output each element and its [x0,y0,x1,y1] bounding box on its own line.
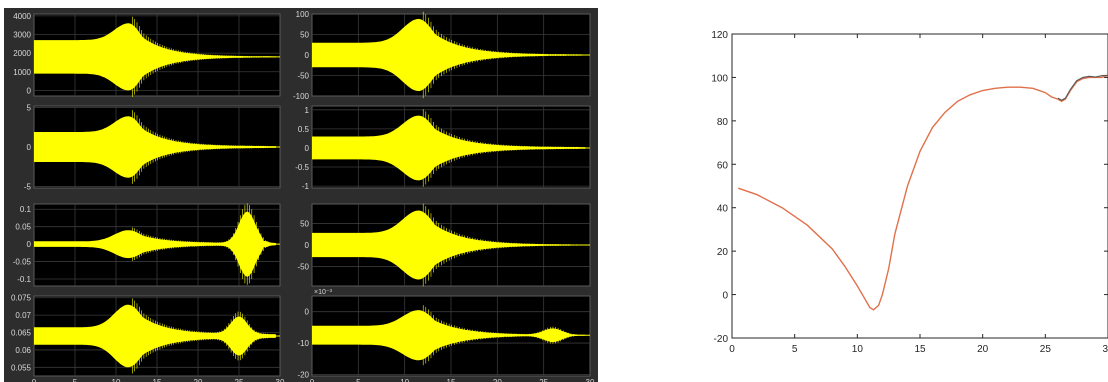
y-tick-label: 2000 [13,49,31,58]
y-tick-label: -0.1 [17,275,31,284]
y-tick-label: 100 [296,10,310,19]
x-tick-label: 10 [852,344,864,355]
scope-right-2-panel: 1 0.5 0 -0.5 -1 [295,105,591,191]
scope-right-1-waveform-envelope [312,18,586,92]
scope-right-4-panel: 0 -10 -20 ×10⁻³ 0 5 10 15 20 25 30 [297,289,595,382]
y-tick-label: -50 [297,72,309,81]
scope-figure: 4000 3000 2000 1000 0 5 0 -5 0.1 0.05 0 -0.05 -0.1 0.… [4,8,598,382]
y-tick-label: 1 [305,106,310,115]
y-tick-label: -10 [297,339,309,348]
x-tick-label: 30 [276,378,285,382]
scope-right-2-waveform-envelope [312,115,586,181]
scope-left-1-panel: 4000 3000 2000 1000 0 [13,12,281,98]
y-tick-label: 0.07 [15,311,31,320]
y-tick-label: -0.5 [295,163,309,172]
y-tick-label: 50 [300,31,309,40]
scope-left-2-panel: 5 0 -5 [24,104,281,191]
x-tick-label: 30 [586,378,595,382]
x-tick-label: 20 [977,344,989,355]
y-tick-label: 0.5 [298,125,310,134]
y-tick-label: 3000 [13,31,31,40]
y-tick-label: 0 [27,143,32,152]
y-tick-label: 50 [300,219,309,228]
scope-left-1-waveform-envelope [34,23,276,91]
exponent-label: ×10⁻³ [314,289,333,296]
y-tick-label: 0 [722,291,728,302]
scope-right-4-waveform-envelope [312,310,586,361]
x-tick-label: 20 [194,378,203,382]
y-tick-label: 0.05 [15,223,31,232]
x-tick-label: 0 [32,378,37,382]
scope-left-4-waveform-envelope [34,304,276,368]
y-tick-label: 0.06 [15,346,31,355]
scope-left-2-waveform-envelope [34,116,276,178]
y-tick-label: 0 [305,241,310,250]
y-tick-label: 5 [27,104,32,113]
y-tick-label: -20 [297,370,309,379]
x-tick-label: 10 [112,378,121,382]
x-tick-label: 10 [400,378,409,382]
x-tick-label: 30 [1102,344,1108,355]
scope-right-1-panel: 100 50 0 -50 -100 [293,10,591,101]
y-tick-label: -20 [714,334,729,345]
x-tick-label: 15 [914,344,926,355]
scope-left-3-panel: 0.1 0.05 0 -0.05 -0.1 [13,203,281,287]
y-tick-label: -0.05 [13,258,32,267]
y-tick-label: 60 [717,160,729,171]
y-tick-label: 1000 [13,68,31,77]
y-tick-label: -5 [24,182,32,191]
y-tick-label: 120 [711,30,728,41]
x-tick-label: 0 [310,378,315,382]
y-tick-label: 0.065 [11,329,32,338]
x-tick-label: 5 [792,344,798,355]
y-tick-label: -1 [302,182,310,191]
y-tick-label: 0 [27,86,32,95]
y-tick-label: 0.1 [20,205,32,214]
x-tick-label: 15 [447,378,456,382]
y-tick-label: 20 [717,247,729,258]
scope-left-3-waveform-envelope [34,211,276,277]
scope-left-4-panel: 0.075 0.07 0.065 0.06 0.055 0 5 10 15 20 25 30 [11,294,285,382]
y-tick-label: -50 [297,263,309,272]
y-tick-label: 0 [305,308,310,317]
y-tick-label: 0.075 [11,294,32,303]
y-tick-label: 40 [717,204,729,215]
x-tick-label: 0 [729,344,735,355]
y-tick-label: 0.055 [11,363,32,372]
x-tick-label: 25 [1040,344,1052,355]
x-tick-label: 25 [539,378,548,382]
scope-svg: 4000300020001000050-50.10.050-0.05-0.10.… [4,8,598,382]
x-tick-label: 20 [493,378,502,382]
y-tick-label: 0 [305,51,310,60]
x-tick-label: 5 [73,378,78,382]
scope-right-3-panel: 50 0 -50 [297,203,591,287]
y-tick-label: 0 [305,144,310,153]
y-tick-label: 100 [711,73,728,84]
y-tick-label: -100 [293,92,310,101]
x-tick-label: 5 [356,378,361,382]
series-line-1 [1057,74,1108,101]
y-tick-label: 80 [717,117,729,128]
x-tick-label: 25 [235,378,244,382]
x-tick-label: 15 [153,378,162,382]
y-tick-label: 4000 [13,12,31,21]
scope-right-3-waveform-envelope [312,210,586,280]
plot-area [731,33,1108,339]
y-tick-label: 0 [27,240,32,249]
